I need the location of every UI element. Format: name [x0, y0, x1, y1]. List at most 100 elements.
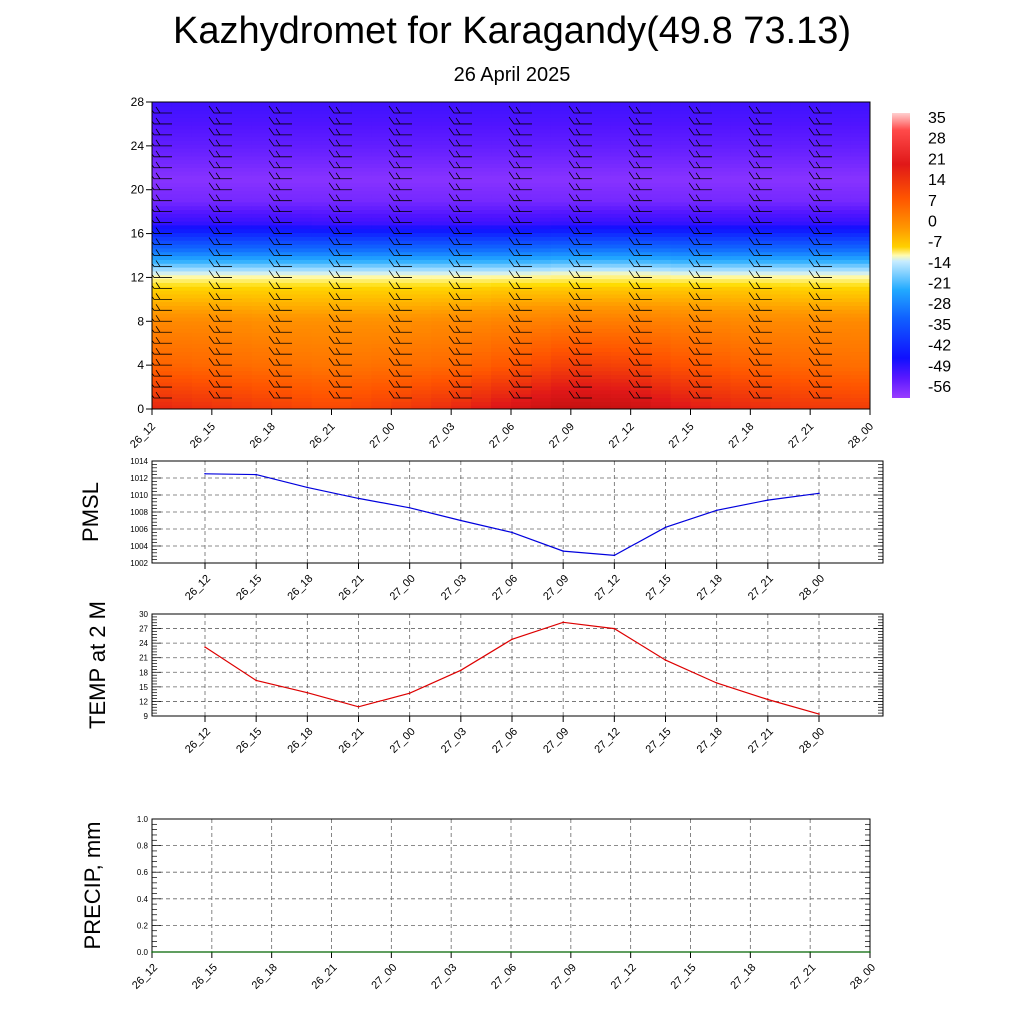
- wind-barb: [448, 138, 472, 147]
- heatmap-cell: [530, 117, 552, 122]
- heatmap-cell: [650, 355, 672, 360]
- heatmap-cell: [790, 240, 811, 245]
- x-tick-label: 26_15: [234, 573, 264, 603]
- wind-barb: [208, 182, 232, 191]
- heatmap-cell: [311, 397, 333, 402]
- heatmap-cell: [610, 121, 632, 126]
- heatmap-cell: [670, 355, 692, 360]
- heatmap-cell: [610, 405, 632, 409]
- heatmap-cell: [750, 205, 771, 211]
- heatmap-cell: [231, 316, 253, 322]
- heatmap-cell: [371, 167, 392, 172]
- heatmap-cell: [251, 240, 273, 245]
- heatmap-cell: [351, 270, 372, 276]
- heatmap-cell: [830, 182, 851, 188]
- heatmap-cell: [251, 174, 273, 180]
- heatmap-cell: [451, 359, 472, 364]
- wind-barb: [508, 171, 532, 180]
- heatmap-cell: [790, 105, 811, 111]
- heatmap-cell: [351, 263, 372, 268]
- heatmap-cell: [431, 190, 452, 195]
- heatmap-cell: [570, 159, 592, 164]
- heatmap-cell: [710, 297, 731, 303]
- heatmap-cell: [231, 297, 253, 303]
- heatmap-cell: [331, 382, 353, 387]
- heatmap-cell: [830, 178, 851, 184]
- heatmap-cell: [311, 328, 333, 333]
- heatmap-cell: [511, 105, 532, 111]
- heatmap-cell: [850, 328, 870, 333]
- heatmap-cell: [690, 259, 712, 264]
- heatmap-cell: [850, 144, 870, 149]
- heatmap-cell: [730, 167, 751, 172]
- wind-barb: [688, 138, 712, 147]
- heatmap-cell: [152, 259, 173, 264]
- heatmap-cell: [171, 263, 193, 268]
- heatmap-cell: [371, 194, 392, 199]
- heatmap-cell: [251, 128, 273, 134]
- heatmap-cell: [431, 343, 452, 349]
- heatmap-cell: [271, 259, 293, 264]
- heatmap-cell: [850, 228, 870, 234]
- heatmap-cell: [630, 366, 652, 372]
- heatmap-cell: [790, 305, 811, 310]
- heatmap-cell: [810, 332, 831, 337]
- heatmap-cell: [530, 232, 552, 237]
- heatmap-cell: [311, 178, 333, 184]
- heatmap-cell: [511, 393, 532, 399]
- heatmap-cell: [371, 228, 392, 234]
- heatmap-cell: [511, 213, 532, 218]
- heatmap-cell: [550, 109, 572, 115]
- heatmap-cell: [291, 355, 313, 360]
- heatmap-cell: [291, 186, 313, 191]
- wind-barb: [152, 128, 172, 136]
- heatmap-cell: [411, 144, 432, 149]
- data-point: [869, 951, 871, 953]
- heatmap-cell: [491, 324, 512, 330]
- data-point: [664, 526, 667, 529]
- heatmap-cell: [411, 217, 432, 222]
- heatmap-cell: [152, 251, 173, 257]
- heatmap-cell: [451, 297, 472, 303]
- heatmap-cell: [530, 286, 552, 291]
- heatmap-cell: [670, 247, 692, 253]
- wind-barb: [688, 204, 712, 213]
- heatmap-cell: [810, 159, 831, 164]
- heatmap-cell: [550, 209, 572, 214]
- heatmap-cell: [730, 201, 751, 207]
- wind-barb: [508, 138, 532, 147]
- heatmap-cell: [431, 328, 452, 333]
- heatmap-cell: [411, 255, 432, 260]
- heatmap-cell: [251, 151, 273, 157]
- heatmap-cell: [371, 148, 392, 153]
- heatmap-cell: [491, 182, 512, 188]
- heatmap-cell: [471, 197, 492, 203]
- wind-barb: [208, 379, 232, 388]
- heatmap-cell: [670, 117, 692, 122]
- heatmap-cell: [610, 290, 632, 295]
- data-point: [818, 713, 820, 715]
- heatmap-cell: [291, 251, 313, 257]
- data-point: [211, 951, 213, 953]
- heatmap-cell: [770, 324, 791, 330]
- heatmap-cell: [650, 128, 672, 134]
- heatmap-cell: [471, 339, 492, 345]
- heatmap-cell: [311, 163, 333, 168]
- heatmap-cell: [191, 209, 213, 214]
- heatmap-cell: [570, 167, 592, 172]
- heatmap-cell: [690, 282, 712, 287]
- heatmap-cell: [231, 305, 253, 310]
- heatmap-cell: [211, 236, 233, 241]
- heatmap-cell: [351, 217, 372, 222]
- heatmap-cell: [590, 374, 612, 379]
- heatmap-cell: [650, 255, 672, 260]
- wind-barb: [152, 117, 172, 125]
- heatmap-cell: [351, 128, 372, 134]
- wind-barb: [448, 368, 472, 377]
- heatmap-cell: [371, 125, 392, 130]
- heatmap-cell: [411, 105, 432, 111]
- heatmap-cell: [790, 339, 811, 345]
- heatmap-cell: [750, 405, 771, 409]
- heatmap-cell: [211, 251, 233, 257]
- heatmap-cell: [810, 144, 831, 149]
